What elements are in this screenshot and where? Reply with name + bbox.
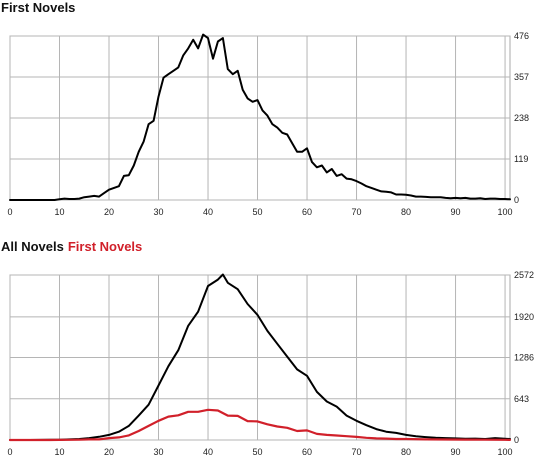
x-tick-label: 80	[401, 447, 411, 457]
x-tick-label: 20	[104, 447, 114, 457]
chart-legend-title: All Novels First Novels	[1, 239, 142, 254]
y-tick-label: 357	[514, 72, 529, 82]
x-tick-label: 40	[203, 447, 213, 457]
x-tick-label: 80	[401, 207, 411, 217]
y-tick-label: 238	[514, 113, 529, 123]
y-tick-label: 119	[514, 154, 528, 164]
y-tick-label: 1920	[514, 312, 534, 322]
x-tick-label: 40	[203, 207, 213, 217]
chart-title-first-novels: First Novels	[1, 0, 76, 15]
x-tick-label: 20	[104, 207, 114, 217]
x-tick-label: 60	[302, 447, 312, 457]
y-tick-label: 1286	[514, 353, 534, 363]
x-tick-label: 90	[451, 447, 461, 457]
x-tick-label: 0	[7, 447, 12, 457]
x-tick-label: 90	[451, 207, 461, 217]
x-tick-label: 30	[154, 447, 164, 457]
y-tick-label: 2572	[514, 270, 534, 280]
y-tick-label: 0	[514, 435, 519, 445]
x-tick-label: 100	[498, 447, 513, 457]
series-line-first-novels	[8, 408, 512, 442]
series-line-all-novels	[9, 273, 511, 441]
x-tick-label: 10	[54, 207, 64, 217]
x-tick-label: 50	[253, 447, 263, 457]
x-tick-label: 70	[352, 207, 362, 217]
x-tick-label: 30	[154, 207, 164, 217]
series-line-chart0-series0	[9, 33, 511, 201]
x-tick-label: 100	[498, 207, 513, 217]
x-tick-label: 50	[253, 207, 263, 217]
legend-first-novels: First Novels	[67, 239, 143, 254]
y-tick-label: 643	[514, 394, 529, 404]
x-tick-label: 60	[302, 207, 312, 217]
legend-all-novels: All Novels	[1, 239, 64, 254]
x-tick-label: 10	[54, 447, 64, 457]
x-tick-label: 70	[352, 447, 362, 457]
y-tick-label: 0	[514, 195, 519, 205]
y-tick-label: 476	[514, 31, 529, 41]
x-tick-label: 0	[7, 207, 12, 217]
